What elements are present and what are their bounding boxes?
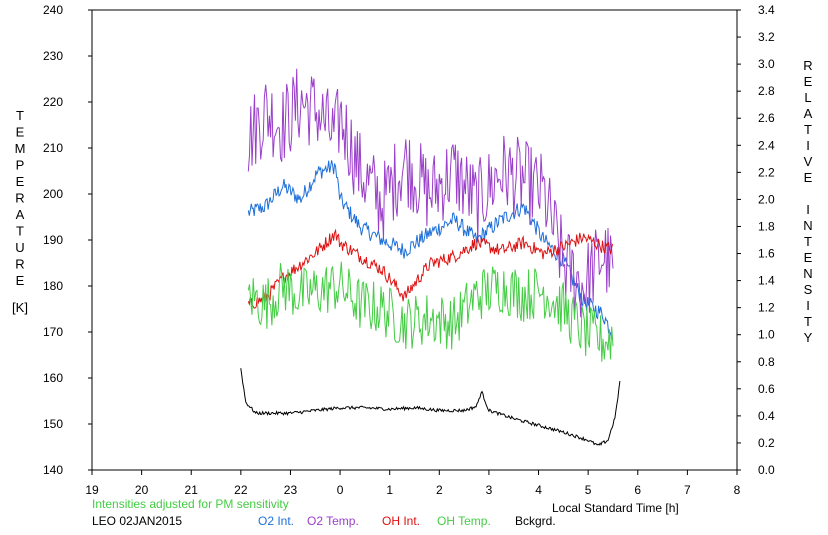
legend-bckgrd: Bckgrd.	[515, 514, 556, 528]
right-tick-label: 0.6	[758, 382, 775, 396]
left-tick-label: 210	[43, 141, 63, 155]
x-tick-label: 4	[535, 483, 542, 497]
left-axis-unit: [K]	[12, 300, 28, 315]
left-tick-label: 140	[43, 463, 63, 477]
left-axis-title-letter: T	[16, 108, 24, 123]
x-tick-label: 22	[234, 483, 248, 497]
series-line-oh-int	[247, 228, 613, 309]
x-tick-label: 2	[436, 483, 443, 497]
left-axis-title-letter: A	[16, 207, 25, 222]
x-tick-label: 8	[734, 483, 741, 497]
x-tick-label: 20	[135, 483, 149, 497]
right-tick-label: 0.8	[758, 355, 775, 369]
left-axis-title-letter: U	[15, 240, 24, 255]
x-tick-label: 3	[486, 483, 493, 497]
right-axis-title-letter: I	[806, 138, 810, 153]
right-tick-label: 3.0	[758, 57, 775, 71]
right-tick-label: 2.8	[758, 84, 775, 98]
right-axis-title-letter: T	[804, 122, 812, 137]
right-tick-label: 1.8	[758, 219, 775, 233]
plot-frame	[91, 9, 738, 471]
legend-o2-int: O2 Int.	[258, 514, 295, 528]
right-axis-title-letter: E	[804, 250, 813, 265]
x-tick-label: 1	[386, 483, 393, 497]
right-axis-title-letter: T	[804, 234, 812, 249]
x-tick-label: 19	[85, 483, 99, 497]
right-axis-title-letter: T	[804, 314, 812, 329]
x-tick-label: 7	[684, 483, 691, 497]
right-tick-label: 1.2	[758, 301, 775, 315]
left-tick-label: 200	[43, 187, 63, 201]
right-tick-label: 2.6	[758, 111, 775, 125]
right-tick-label: 1.4	[758, 274, 775, 288]
right-axis-title-letter: L	[804, 90, 811, 105]
right-axis-title-letter: I	[806, 298, 810, 313]
right-tick-label: 1.6	[758, 247, 775, 261]
left-tick-label: 230	[43, 49, 63, 63]
right-tick-label: 0.0	[758, 463, 775, 477]
left-axis-title-letter: E	[16, 273, 25, 288]
right-tick-label: 3.2	[758, 30, 775, 44]
right-axis-title-letter: E	[804, 74, 813, 89]
series-line-o2-temp	[247, 68, 614, 318]
right-tick-label: 3.4	[758, 3, 775, 17]
right-axis-title-letter: S	[804, 282, 813, 297]
left-tick-label: 240	[43, 3, 63, 17]
left-tick-label: 180	[43, 279, 63, 293]
x-axis-label: Local Standard Time [h]	[552, 501, 679, 515]
series-layer	[240, 68, 621, 446]
right-axis-title-letter: V	[804, 154, 813, 169]
x-tick-label: 5	[585, 483, 592, 497]
x-tick-label: 0	[337, 483, 344, 497]
right-tick-label: 1.0	[758, 328, 775, 342]
right-tick-label: 2.2	[758, 165, 775, 179]
left-tick-label: 220	[43, 95, 63, 109]
left-axis-title-letter: M	[15, 141, 26, 156]
x-tick-label: 6	[634, 483, 641, 497]
right-tick-label: 0.4	[758, 409, 775, 423]
right-axis-title-letter: E	[804, 170, 813, 185]
legend-oh-temp: OH Temp.	[437, 514, 491, 528]
left-axis-title-letter: T	[16, 224, 24, 239]
right-tick-label: 0.2	[758, 436, 775, 450]
right-axis-ticks: 0.0 0.2 0.4 0.6 0.8 1.0 1.2 1.4 1.6 1.8 2.0 2.2 2.4 2…	[737, 3, 775, 477]
x-axis-ticks: 19 20 21 22 23 0 1 2 3 4 5 6 7 8	[85, 470, 741, 497]
series-line-bckgrd	[240, 368, 621, 446]
left-axis-title-letter: P	[16, 158, 25, 173]
x-tick-label: 21	[185, 483, 199, 497]
series-line-oh-temp	[247, 261, 614, 362]
left-tick-label: 160	[43, 371, 63, 385]
legend-o2-temp: O2 Temp.	[307, 514, 359, 528]
left-axis-title-letter: E	[16, 174, 25, 189]
right-axis-title-letter: R	[803, 58, 812, 73]
left-axis-ticks: 140 150 160 170 180 190 200 210 220 230 240	[43, 3, 92, 477]
right-axis-title-letter: N	[803, 266, 812, 281]
legend-oh-int: OH Int.	[382, 514, 421, 528]
left-tick-label: 190	[43, 233, 63, 247]
x-tick-label: 23	[284, 483, 298, 497]
right-axis-title-letter: Y	[804, 330, 813, 345]
station-label: LEO 02JAN2015	[92, 514, 183, 528]
right-axis-title-letter: I	[806, 202, 810, 217]
left-axis-title-letter: R	[15, 191, 24, 206]
right-axis-title-letter: A	[804, 106, 813, 121]
right-tick-label: 2.4	[758, 138, 775, 152]
left-tick-label: 170	[43, 325, 63, 339]
right-tick-label: 2.0	[758, 192, 775, 206]
left-tick-label: 150	[43, 417, 63, 431]
right-axis-title-letter: N	[803, 218, 812, 233]
series-line-o2-int	[247, 160, 613, 340]
note-text: Intensities adjusted for PM sensitivity	[92, 497, 289, 511]
left-axis-title-letter: E	[16, 125, 25, 140]
left-axis-title-letter: R	[15, 257, 24, 272]
